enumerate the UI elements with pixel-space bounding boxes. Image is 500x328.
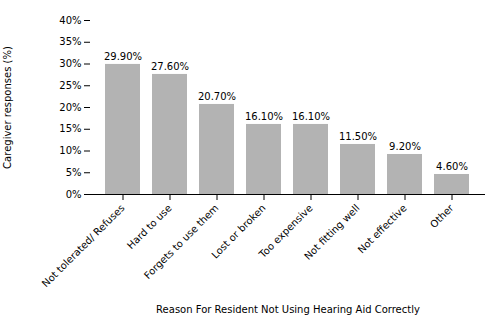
svg-text:11.50%: 11.50% [339,131,377,142]
svg-text:4.60%: 4.60% [436,161,468,172]
svg-text:Not effective: Not effective [356,202,409,255]
svg-text:Lost or broken: Lost or broken [209,202,268,261]
svg-text:Not tolerated/ Refuses: Not tolerated/ Refuses [40,202,127,289]
svg-text:0%: 0% [66,189,82,200]
svg-text:9.20%: 9.20% [389,141,421,152]
svg-text:Caregiver responses (%): Caregiver responses (%) [2,46,13,169]
svg-text:20.70%: 20.70% [198,91,236,102]
svg-text:Hard to use: Hard to use [125,202,174,251]
svg-text:Too expensive: Too expensive [257,202,315,260]
svg-text:5%: 5% [66,167,82,178]
svg-text:Forgets to use them: Forgets to use them [142,202,221,281]
svg-text:15%: 15% [59,123,81,134]
svg-text:16.10%: 16.10% [292,111,330,122]
svg-text:30%: 30% [59,58,81,69]
svg-text:25%: 25% [59,80,81,91]
svg-text:35%: 35% [59,36,81,47]
svg-text:Reason For Resident Not Using: Reason For Resident Not Using Hearing Ai… [156,304,420,315]
svg-text:Not fitting well: Not fitting well [302,202,362,262]
svg-text:20%: 20% [59,102,81,113]
svg-text:10%: 10% [59,145,81,156]
svg-text:Other: Other [428,202,456,230]
svg-text:40%: 40% [59,15,81,26]
svg-text:16.10%: 16.10% [245,111,283,122]
svg-text:29.90%: 29.90% [104,51,142,62]
svg-text:27.60%: 27.60% [151,61,189,72]
